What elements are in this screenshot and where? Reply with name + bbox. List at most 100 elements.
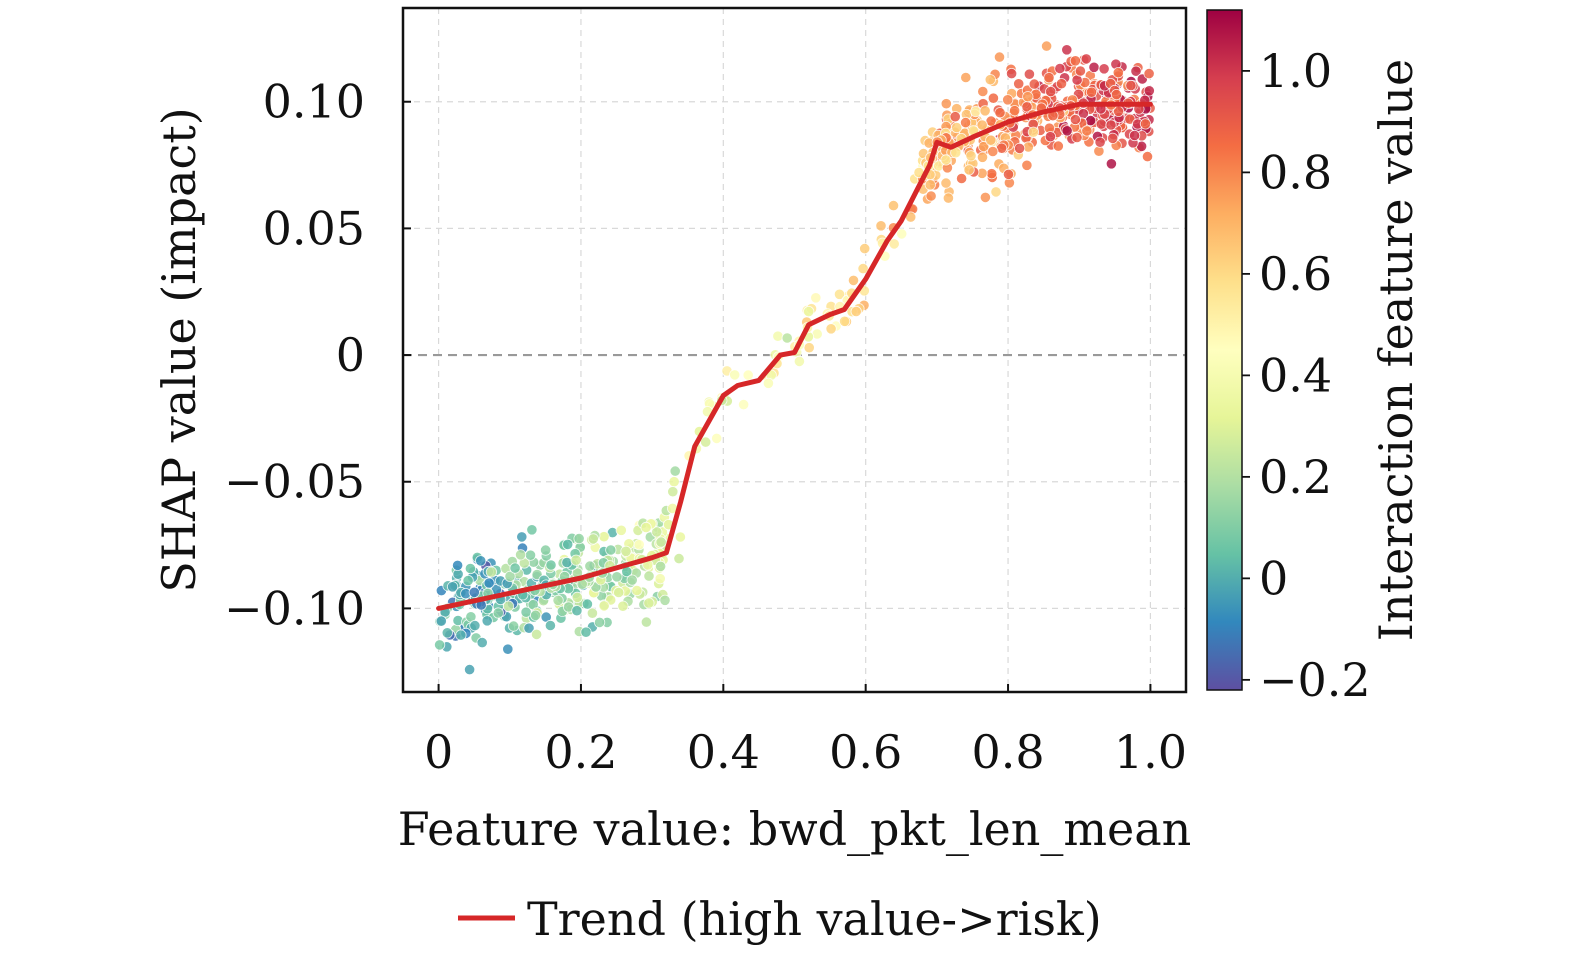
- scatter-point: [433, 639, 446, 651]
- scatter-point: [729, 369, 741, 381]
- scatter-point: [700, 436, 712, 448]
- x-tick-label: 0.8: [971, 725, 1044, 779]
- scatter-point: [509, 562, 521, 574]
- scatter-point: [887, 200, 900, 212]
- scatter-point: [539, 544, 552, 556]
- scatter-point: [502, 643, 514, 655]
- scatter-point: [838, 315, 851, 327]
- scatter-point: [659, 594, 671, 606]
- scatter-point: [620, 545, 632, 557]
- scatter-point: [455, 629, 467, 641]
- scatter-point: [587, 533, 599, 545]
- scatter-point: [985, 134, 997, 146]
- scatter-point: [711, 432, 723, 444]
- scatter-point: [781, 332, 793, 344]
- scatter-point: [492, 607, 504, 619]
- scatter-point: [435, 615, 447, 627]
- scatter-point: [674, 531, 687, 543]
- scatter-point: [1005, 68, 1018, 80]
- scatter-point: [949, 111, 961, 123]
- scatter-point: [859, 243, 871, 255]
- scatter-point: [463, 663, 476, 676]
- y-axis-label: SHAP value (impact): [152, 107, 206, 592]
- scatter-point: [925, 190, 937, 202]
- scatter-point: [1022, 91, 1034, 103]
- scatter-point: [1013, 142, 1026, 154]
- scatter-point: [1052, 140, 1064, 152]
- scatter-point: [668, 476, 680, 488]
- scatter-point: [631, 584, 643, 597]
- colorbar-tick-label: 0.8: [1259, 145, 1332, 199]
- scatter-point: [605, 544, 617, 556]
- scatter-point: [1130, 65, 1142, 77]
- scatter-point: [1143, 85, 1155, 97]
- scatter-point: [1044, 131, 1057, 143]
- scatter-point: [1069, 55, 1082, 67]
- scatter-point: [951, 121, 963, 134]
- scatter-point: [847, 274, 860, 286]
- scatter-point: [965, 150, 977, 162]
- scatter-point: [524, 549, 537, 561]
- scatter-point: [1129, 129, 1141, 142]
- scatter-point: [611, 571, 623, 583]
- scatter-points: [433, 40, 1156, 676]
- colorbar-tick-label: 0.6: [1259, 247, 1332, 301]
- scatter-point: [598, 531, 610, 543]
- scatter-point: [1043, 72, 1055, 84]
- scatter-point: [464, 562, 476, 575]
- scatter-point: [626, 574, 638, 586]
- scatter-point: [924, 179, 936, 191]
- colorbar-ticks: −0.2 0 0.2 0.4 0.6 0.8 1.0: [1242, 44, 1371, 707]
- colorbar: [1207, 10, 1242, 690]
- scatter-point: [1107, 132, 1119, 144]
- scatter-point: [762, 377, 775, 389]
- scatter-point: [1013, 78, 1025, 90]
- scatter-point: [1143, 68, 1155, 80]
- scatter-point: [1088, 61, 1100, 73]
- y-tick-label: 0.05: [263, 201, 365, 255]
- scatter-point: [1105, 119, 1117, 131]
- scatter-point: [990, 186, 1002, 198]
- scatter-point: [803, 305, 815, 318]
- scatter-point: [987, 145, 999, 158]
- scatter-point: [1061, 125, 1073, 137]
- x-tick-label: 0.4: [687, 725, 760, 779]
- x-axis-label: Feature value: bwd_pkt_len_mean: [398, 802, 1192, 856]
- scatter-point: [441, 627, 453, 639]
- scatter-point: [940, 154, 952, 166]
- scatter-point: [1110, 89, 1123, 101]
- scatter-point: [598, 600, 610, 612]
- scatter-point: [1081, 125, 1093, 137]
- scatter-point: [514, 549, 527, 561]
- scatter-point: [1041, 40, 1053, 52]
- scatter-point: [825, 323, 837, 335]
- legend-label-trend: Trend (high value->risk): [527, 892, 1102, 946]
- colorbar-label: Interaction feature value: [1369, 59, 1423, 641]
- scatter-point: [1071, 131, 1083, 144]
- scatter-point: [586, 607, 599, 619]
- scatter-point: [1061, 44, 1073, 56]
- x-tick-label: 0.2: [544, 725, 617, 779]
- scatter-point: [940, 177, 952, 189]
- scatter-point: [959, 117, 972, 129]
- scatter-point: [633, 539, 645, 551]
- scatter-point: [617, 600, 629, 612]
- scatter-point: [960, 71, 972, 84]
- scatter-point: [481, 615, 493, 627]
- scatter-point: [896, 228, 908, 240]
- scatter-point: [1080, 53, 1092, 65]
- scatter-point: [613, 586, 625, 599]
- scatter-point: [654, 573, 666, 585]
- scatter-point: [476, 636, 488, 649]
- scatter-point: [970, 106, 982, 118]
- colorbar-tick-label: −0.2: [1259, 653, 1371, 707]
- colorbar-tick-label: 0: [1259, 551, 1288, 605]
- x-axis-ticks: 0 0.2 0.4 0.6 0.8 1.0: [424, 684, 1187, 779]
- scatter-point: [986, 168, 998, 180]
- scatter-point: [1002, 168, 1015, 180]
- scatter-point: [979, 191, 992, 203]
- scatter-point: [993, 51, 1006, 63]
- scatter-point: [963, 164, 975, 176]
- scatter-point: [520, 606, 532, 618]
- colorbar-tick-label: 0.2: [1259, 450, 1332, 504]
